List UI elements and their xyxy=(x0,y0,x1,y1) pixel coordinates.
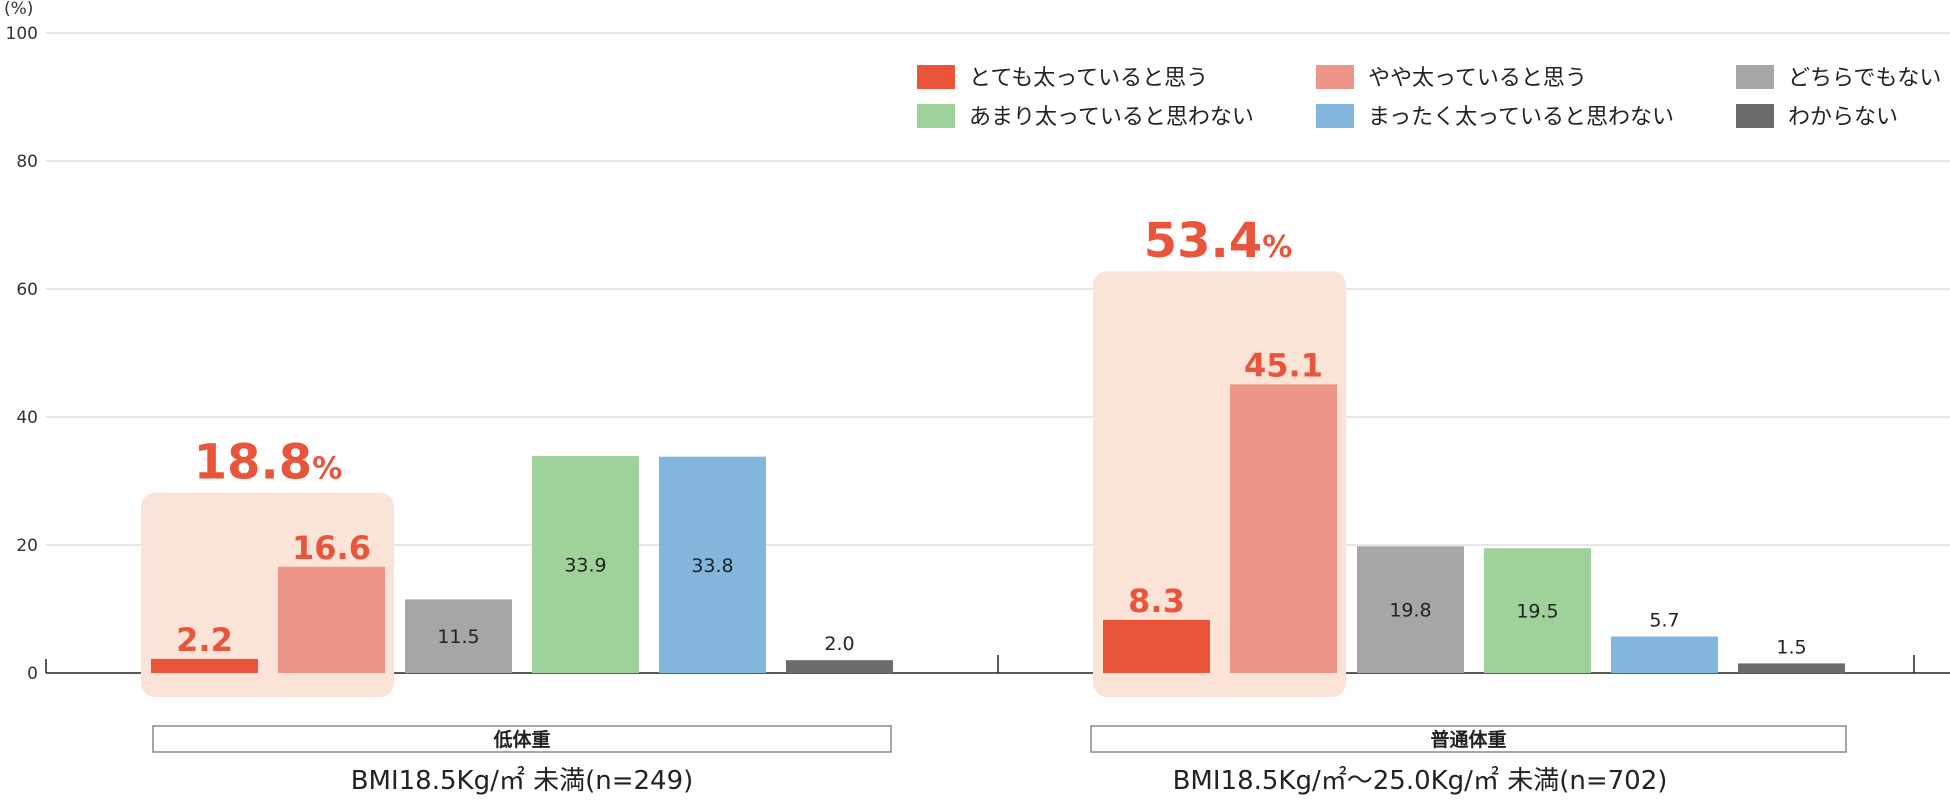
data-label: 33.8 xyxy=(691,555,733,577)
bar xyxy=(1357,546,1464,673)
bar xyxy=(786,660,893,673)
data-label: 16.6 xyxy=(292,529,371,567)
y-tick-label: 100 xyxy=(6,24,38,44)
legend-label: どちらでもない xyxy=(1788,66,1941,91)
data-label: 19.5 xyxy=(1516,601,1558,623)
legend-swatch xyxy=(1736,104,1774,128)
bar xyxy=(659,456,766,673)
group-subtitle: BMI18.5Kg/㎡ 未満(n=249) xyxy=(351,766,694,796)
bar xyxy=(405,599,512,673)
bar xyxy=(1103,619,1210,673)
bar xyxy=(1230,384,1337,673)
data-label: 5.7 xyxy=(1649,610,1679,632)
legend-label: やや太っていると思う xyxy=(1368,66,1587,91)
bar xyxy=(151,658,258,673)
highlight-total: 53.4% xyxy=(1144,213,1293,269)
y-unit-label: (%) xyxy=(4,0,33,19)
data-label: 2.2 xyxy=(176,621,233,659)
legend-swatch xyxy=(1736,65,1774,89)
legend-label: わからない xyxy=(1788,105,1898,130)
group-title: 普通体重 xyxy=(1430,728,1506,751)
y-tick-label: 0 xyxy=(27,664,38,684)
data-label: 8.3 xyxy=(1128,582,1185,620)
group-title: 低体重 xyxy=(492,728,550,751)
legend-label: あまり太っていると思わない xyxy=(969,105,1254,130)
legend-swatch xyxy=(917,65,955,89)
y-tick-label: 40 xyxy=(16,408,38,428)
group-title-box xyxy=(1090,725,1847,753)
bar xyxy=(1484,548,1591,673)
data-label: 11.5 xyxy=(437,626,479,648)
y-tick-label: 20 xyxy=(16,536,38,556)
legend-swatch xyxy=(917,104,955,128)
bar xyxy=(1738,663,1845,673)
highlight-total: 18.8% xyxy=(194,435,343,491)
data-label: 45.1 xyxy=(1244,346,1323,384)
group-title-box xyxy=(152,725,892,753)
bar xyxy=(532,456,639,673)
legend-label: とても太っていると思う xyxy=(969,66,1208,91)
y-tick-label: 60 xyxy=(16,280,38,300)
data-label: 2.0 xyxy=(824,633,854,655)
legend-label: まったく太っていると思わない xyxy=(1368,105,1674,130)
data-label: 1.5 xyxy=(1776,636,1806,658)
y-tick-label: 80 xyxy=(16,152,38,172)
group-subtitle: BMI18.5Kg/㎡〜25.0Kg/㎡ 未満(n=702) xyxy=(1173,766,1668,796)
data-label: 33.9 xyxy=(564,555,606,577)
bar xyxy=(1611,636,1718,673)
legend-swatch xyxy=(1316,104,1354,128)
data-label: 19.8 xyxy=(1389,600,1431,622)
bar xyxy=(278,566,385,673)
legend-swatch xyxy=(1316,65,1354,89)
